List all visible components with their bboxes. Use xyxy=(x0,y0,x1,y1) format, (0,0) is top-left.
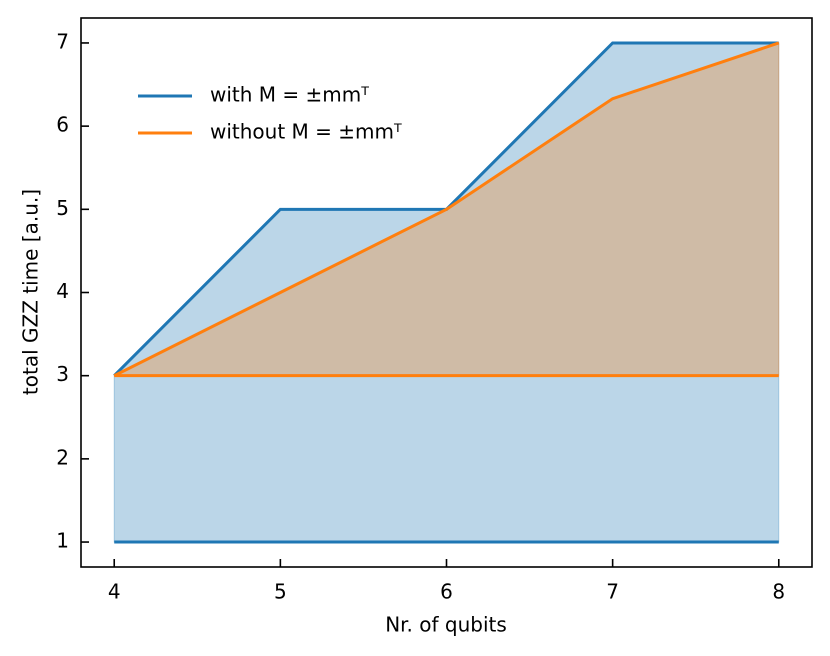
legend-label: with M = ±mmᵀ xyxy=(210,83,369,107)
y-tick-label: 5 xyxy=(56,196,69,220)
x-tick-label: 7 xyxy=(606,580,619,604)
upper-line xyxy=(113,41,780,378)
y-tick-label: 7 xyxy=(56,29,69,53)
x-axis-label: Nr. of qubits xyxy=(385,613,507,637)
y-tick-label: 1 xyxy=(56,529,69,553)
legend-label: without M = ±mmᵀ xyxy=(210,120,402,144)
y-tick-label: 2 xyxy=(56,445,69,469)
x-tick-label: 8 xyxy=(772,580,785,604)
y-tick-label: 3 xyxy=(56,362,69,386)
x-tick-label: 6 xyxy=(440,580,453,604)
y-tick-label: 4 xyxy=(56,279,69,303)
x-tick-label: 5 xyxy=(274,580,287,604)
y-axis-label: total GZZ time [a.u.] xyxy=(19,189,43,395)
x-tick-label: 4 xyxy=(108,580,121,604)
y-tick-label: 6 xyxy=(56,113,69,137)
